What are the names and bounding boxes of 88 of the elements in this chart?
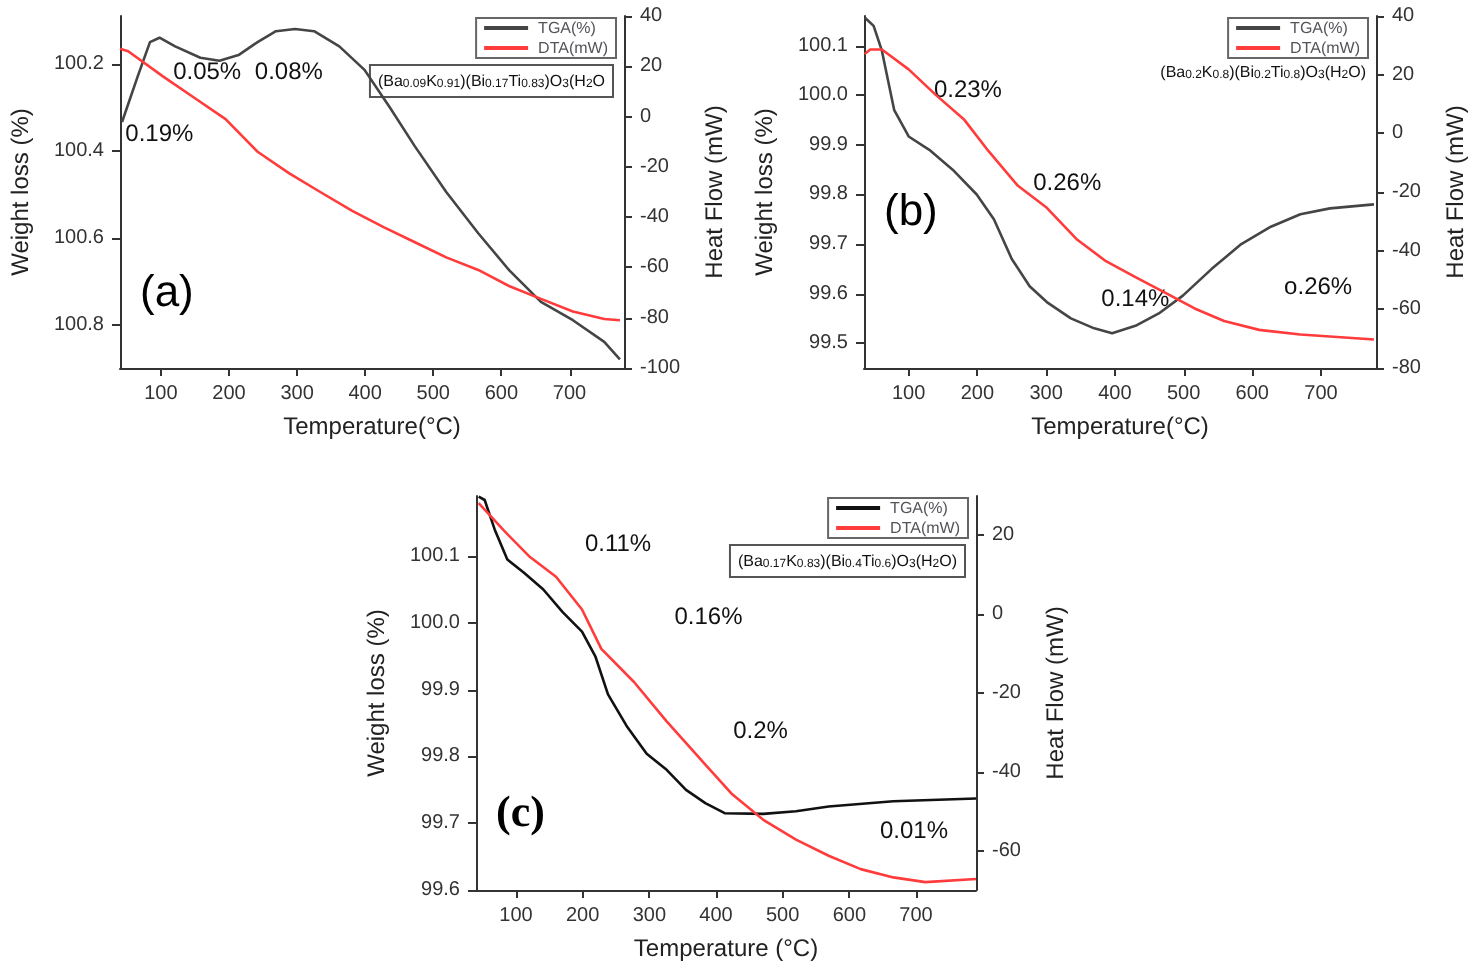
annotation: 0.11%	[584, 528, 652, 557]
y2-tick-label: 20	[992, 524, 1016, 547]
annotation: 0.01%	[879, 815, 949, 844]
y-axis-title: Weight loss (%)	[750, 108, 779, 276]
y-tick-label: 100.1	[409, 545, 461, 568]
y2-tick-label: 40	[1392, 5, 1416, 27]
y-tick-label: 99.6	[421, 879, 461, 901]
x-tick-label: 500	[765, 905, 801, 927]
legend-label: DTA(mW)	[1290, 39, 1361, 57]
y-tick-label: 100.2	[53, 52, 105, 75]
x-tick-label: 100	[891, 383, 927, 405]
x-tick-label: 600	[832, 905, 867, 927]
x-tick-label: 700	[899, 905, 934, 927]
y2-tick-label: -60	[1392, 298, 1422, 321]
x-tick-label: 100	[499, 905, 534, 927]
y2-tick-label: -60	[992, 839, 1022, 862]
y2-tick-label: -40	[640, 206, 670, 229]
y2-tick-label: -80	[1392, 357, 1422, 379]
x-tick-label: 300	[632, 905, 667, 927]
y2-tick-label: -100	[640, 357, 681, 379]
y-axis-title: Weight loss (%)	[6, 108, 35, 276]
y2-tick-label: 20	[1392, 63, 1416, 86]
x-tick-label: 200	[565, 905, 601, 927]
annotation: (c)	[496, 786, 545, 837]
legend-label: DTA(mW)	[538, 39, 609, 57]
x-tick-label: 700	[552, 383, 588, 405]
line-series	[477, 501, 978, 884]
y2-tick-label: -20	[640, 155, 670, 178]
annotation: 0.26%	[1033, 168, 1102, 197]
x-tick-label: 100	[144, 383, 179, 405]
x-tick-label: 600	[484, 383, 519, 405]
annotation: 0.16%	[674, 602, 744, 631]
y2-tick-label: 0	[992, 603, 1004, 626]
annotation: 0.2%	[733, 715, 789, 744]
y-tick-label: 99.8	[809, 183, 849, 206]
x-tick-label: 400	[699, 905, 734, 927]
x-axis-title: Temperature(°C)	[1031, 411, 1209, 440]
y-tick-label: 99.7	[809, 233, 849, 256]
x-tick-label: 600	[1235, 383, 1270, 405]
y2-tick-label: -20	[992, 682, 1022, 704]
y2-tick-label: 40	[640, 5, 664, 27]
y-tick-label: 99.9	[809, 133, 849, 156]
y2-tick-label: 0	[640, 105, 652, 128]
annotation: 0.08%	[254, 57, 324, 86]
annotation: 0.14%	[1101, 283, 1171, 312]
x-tick-label: 400	[348, 383, 383, 405]
y-tick-label: 99.6	[809, 282, 849, 305]
y2-tick-label: -40	[1392, 239, 1422, 262]
annotation: 0.19%	[125, 119, 194, 148]
y2-axis-title: Heat Flow (mW)	[699, 105, 728, 279]
y-tick-label: 100.1	[797, 34, 849, 57]
y2-tick-label: -20	[1392, 181, 1422, 203]
y-tick-label: 99.8	[421, 745, 461, 768]
y-axis-title: Weight loss (%)	[362, 609, 391, 777]
y-tick-label: 99.9	[421, 678, 461, 701]
y-tick-label: 100.6	[53, 226, 105, 249]
legend-label: DTA(mW)	[890, 519, 961, 537]
x-tick-label: 200	[960, 383, 995, 405]
y-tick-label: 100.0	[797, 84, 849, 107]
y-tick-label: 100.4	[53, 139, 105, 162]
x-tick-label: 400	[1098, 383, 1133, 405]
x-tick-label: 300	[280, 383, 315, 405]
annotation: 0.23%	[933, 74, 1003, 103]
legend-label: TGA(%)	[538, 19, 597, 37]
x-axis-title: Temperature (°C)	[633, 933, 819, 962]
annotation: o.26%	[1284, 272, 1353, 301]
x-tick-label: 200	[212, 383, 247, 405]
y2-axis-title: Heat Flow (mW)	[1040, 606, 1069, 780]
x-tick-label: 500	[1166, 383, 1202, 405]
y2-tick-label: -80	[640, 306, 670, 329]
legend-label: TGA(%)	[1290, 19, 1349, 37]
legend-label: TGA(%)	[890, 499, 949, 517]
y-tick-label: 100.8	[53, 313, 105, 336]
annotation: 0.05%	[173, 57, 242, 86]
y2-tick-label: 0	[1392, 122, 1404, 145]
x-axis-title: Temperature(°C)	[283, 411, 461, 440]
y2-axis-title: Heat Flow (mW)	[1440, 105, 1469, 279]
x-tick-label: 300	[1029, 383, 1064, 405]
y-tick-label: 99.7	[421, 812, 461, 835]
y2-tick-label: -40	[992, 760, 1022, 783]
y-tick-label: 100.0	[409, 611, 461, 634]
y-tick-label: 99.5	[809, 332, 849, 355]
x-tick-label: 700	[1304, 383, 1339, 405]
x-tick-label: 500	[416, 383, 451, 405]
annotation: (a)	[140, 265, 194, 316]
annotation: (b)	[884, 184, 938, 235]
y2-tick-label: -60	[640, 256, 670, 279]
y2-tick-label: 20	[640, 55, 664, 78]
